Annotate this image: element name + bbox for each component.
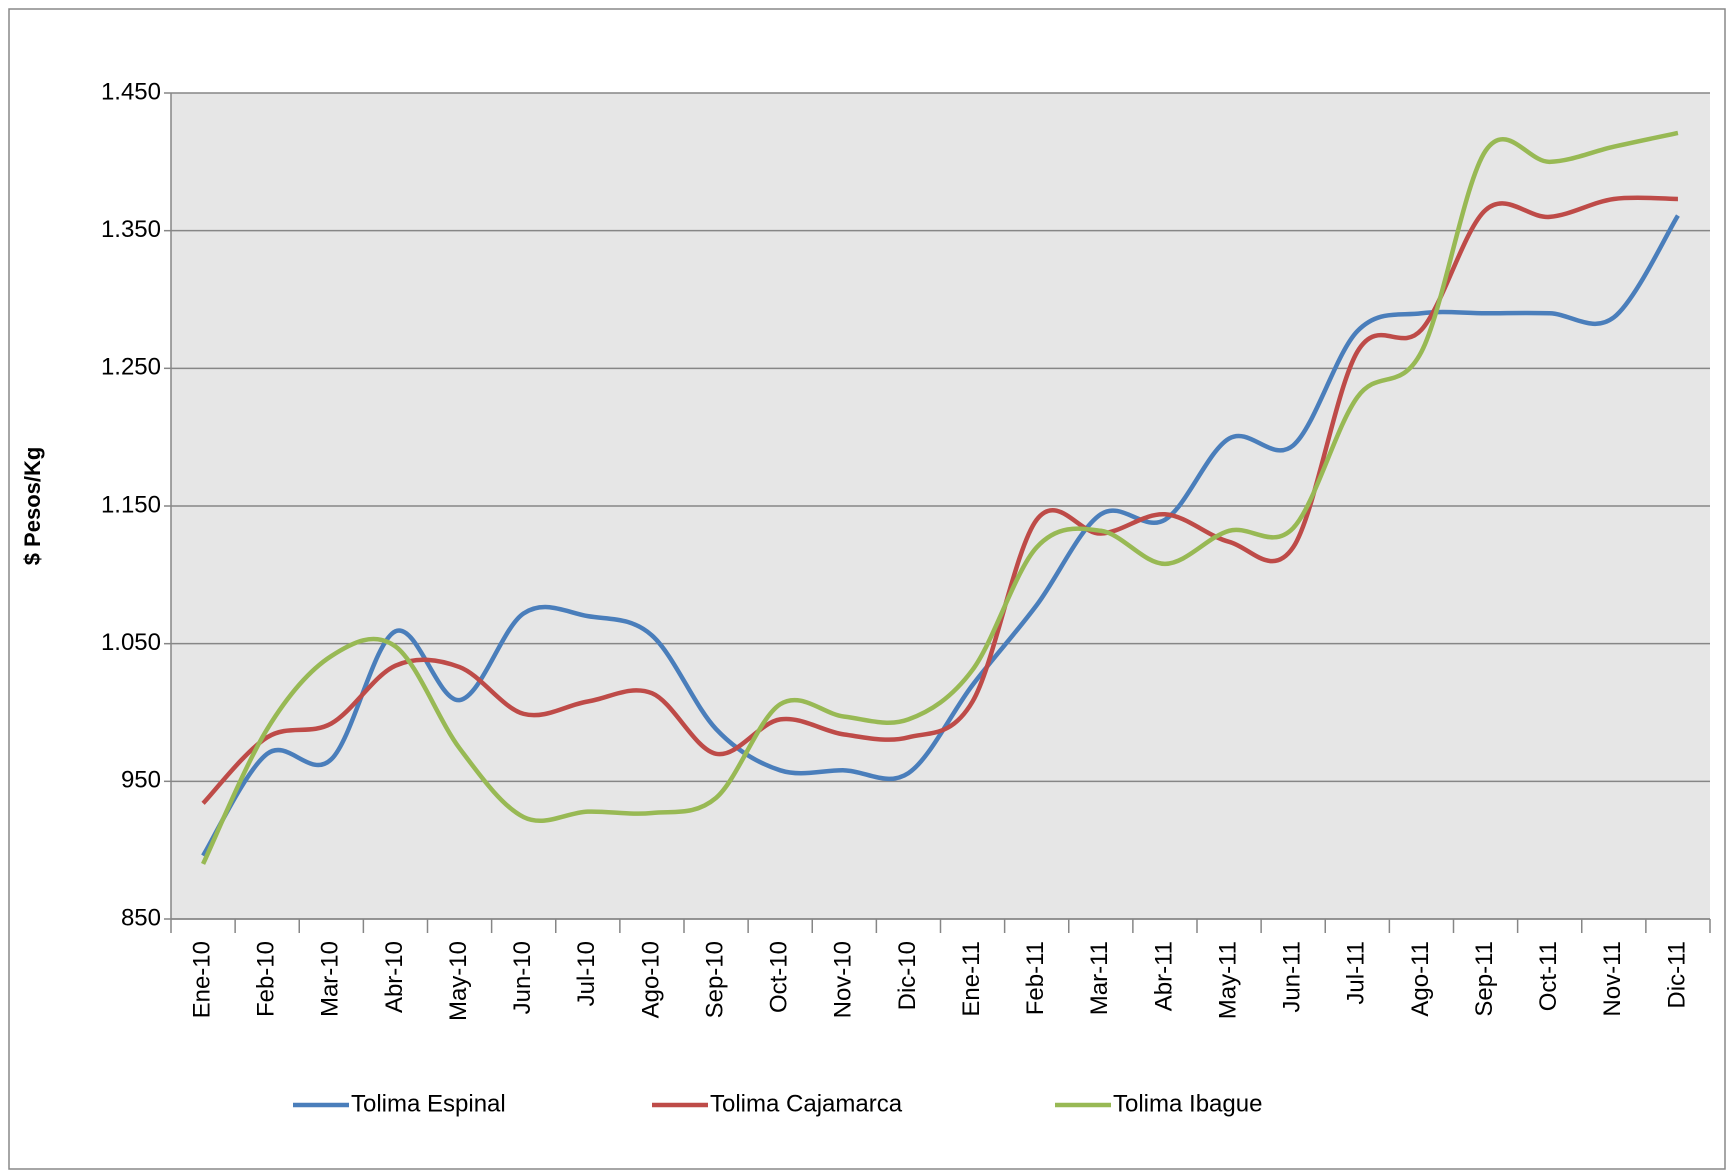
x-tick-label: Ene-10 <box>188 941 215 1018</box>
x-tick-label: Ago-11 <box>1407 941 1434 1017</box>
x-tick-label: Jul-11 <box>1343 941 1370 1005</box>
x-tick-label: Oct-10 <box>766 941 793 1013</box>
x-tick-label: Feb-11 <box>1022 941 1049 1015</box>
series-line <box>201 130 1679 865</box>
x-tick-label: May-11 <box>1214 941 1241 1019</box>
x-tick-label: May-10 <box>445 941 472 1021</box>
y-tick-label: 1.050 <box>101 629 161 656</box>
legend-label: Tolima Espinal <box>351 1090 506 1117</box>
y-tick-label: 1.250 <box>101 354 161 381</box>
x-tick-label: Mar-11 <box>1086 941 1113 1015</box>
x-tick-label: Ene-11 <box>958 941 985 1017</box>
legend-label: Tolima Cajamarca <box>710 1090 903 1117</box>
x-tick-label: Mar-10 <box>317 941 344 1017</box>
y-tick-label: 1.150 <box>101 491 161 518</box>
x-tick-label: Jun-10 <box>509 941 536 1014</box>
legend-label: Tolima Ibague <box>1113 1090 1262 1117</box>
x-tick-label: Sep-10 <box>701 941 728 1018</box>
y-tick-label: 1.450 <box>101 78 161 105</box>
series-line <box>201 195 1678 805</box>
x-tick-label: Nov-10 <box>830 941 857 1018</box>
x-tick-label: Feb-10 <box>253 941 280 1017</box>
x-tick-label: Dic-11 <box>1663 941 1690 1009</box>
y-tick-label: 1.350 <box>101 216 161 243</box>
x-tick-label: Jun-11 <box>1279 941 1306 1013</box>
x-tick-label: Sep-11 <box>1471 941 1498 1017</box>
x-tick-label: Nov-11 <box>1599 941 1626 1017</box>
x-tick-label: Abr-11 <box>1150 941 1177 1011</box>
x-tick-label: Oct-11 <box>1535 941 1562 1011</box>
y-tick-label: 950 <box>121 767 161 794</box>
y-axis-label: $ Pesos/Kg <box>20 447 45 566</box>
x-tick-label: Ago-10 <box>637 941 664 1018</box>
x-tick-label: Dic-10 <box>894 941 921 1010</box>
x-tick-label: Abr-10 <box>381 941 408 1013</box>
y-tick-label: 850 <box>121 904 161 931</box>
x-tick-label: Jul-10 <box>573 941 600 1006</box>
series-line <box>201 214 1680 857</box>
